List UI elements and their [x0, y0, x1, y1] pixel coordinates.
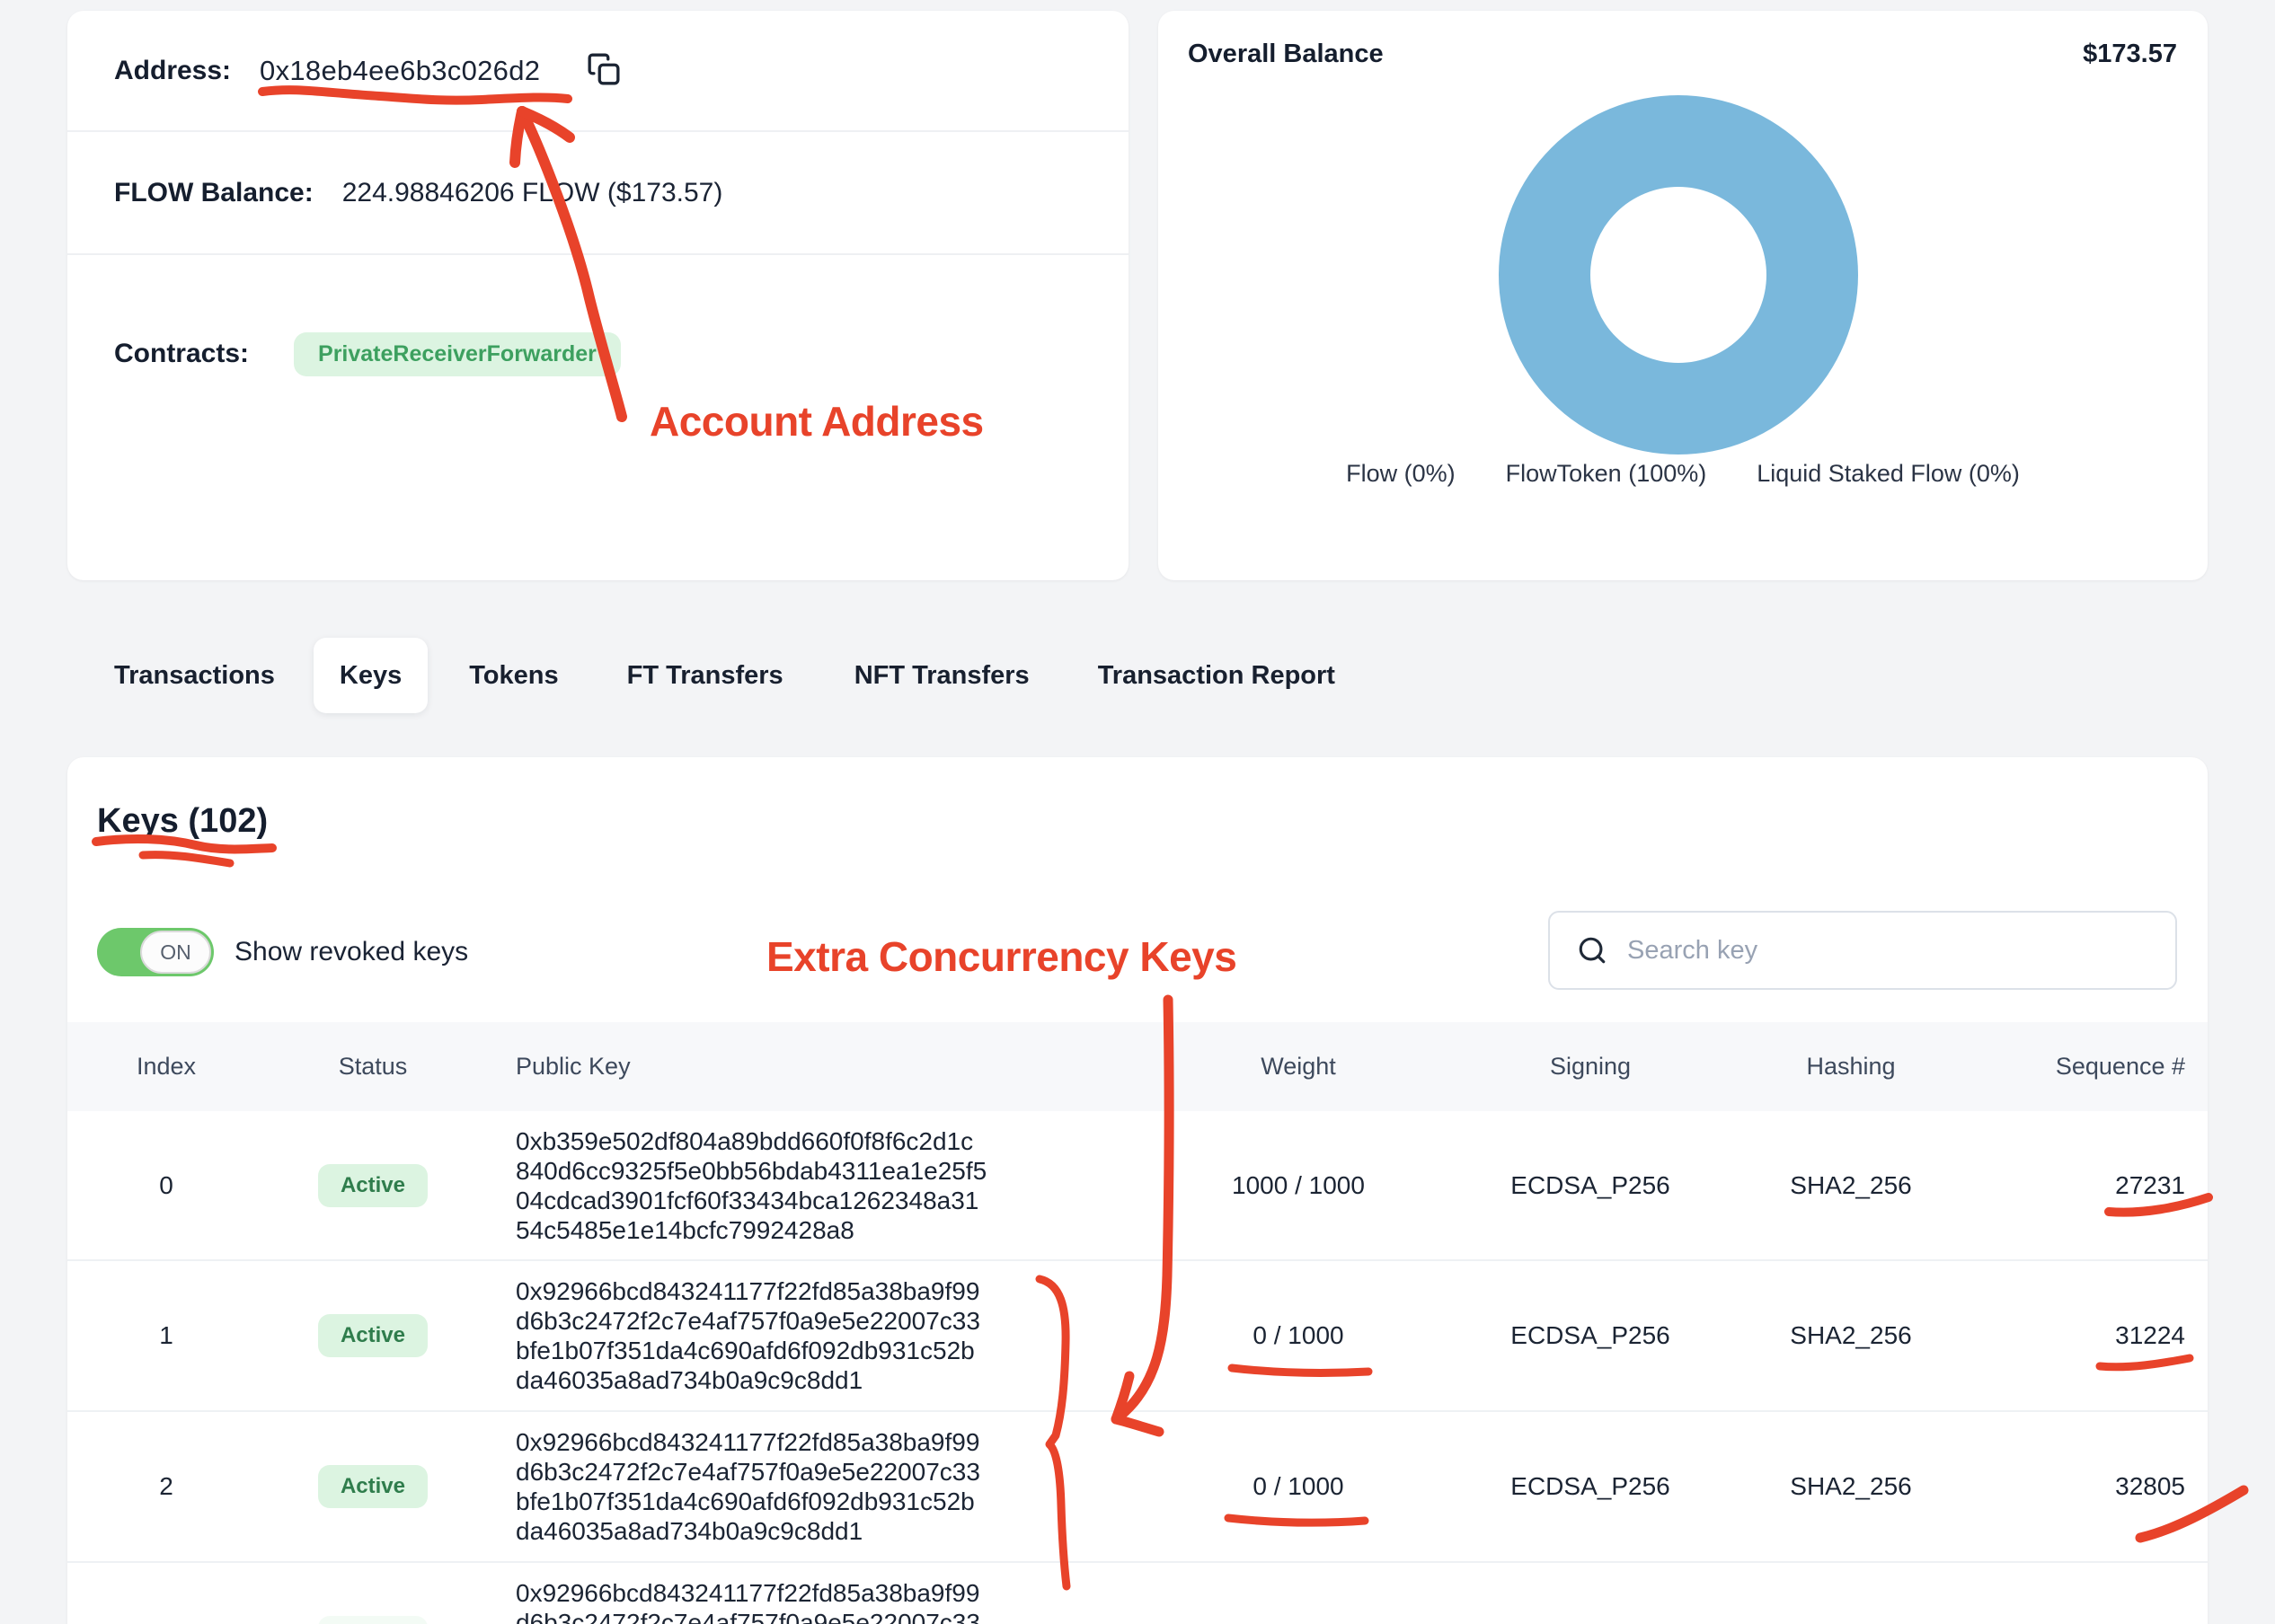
key-status-cell: Active	[317, 1163, 429, 1207]
key-sequence: 32805	[2115, 1472, 2185, 1500]
status-badge: Active	[317, 1314, 429, 1357]
key-row-2: 2 Active 0x92966bcd843241177f22fd85a38ba9f…	[67, 1410, 2208, 1561]
toggle-label: Show revoked keys	[235, 937, 469, 966]
key-hashing: SHA2_256	[1790, 1472, 1912, 1500]
search-key-input[interactable]	[1625, 934, 2166, 966]
keys-table: Index Status Public Key Weight Signing Hashin…	[67, 1022, 2208, 1624]
balance-card-title: Overall Balance	[1188, 40, 1384, 68]
public-key: 0x92966bcd843241177f22fd85a38ba9f99 d6b3…	[516, 1579, 980, 1624]
status-badge: Active	[317, 1616, 429, 1624]
flow-balance-value: 224.98846206 FLOW ($173.57)	[341, 177, 723, 207]
keys-table-body: 0 Active 0xb359e502df804a89bdd660f0f8f6c2d…	[67, 1111, 2208, 1624]
tab-keys[interactable]: Keys	[313, 638, 429, 713]
column-header-hashing: Hashing	[1806, 1053, 1896, 1080]
address-label: Address:	[114, 55, 232, 85]
contracts-row: Contracts: PrivateReceiverForwarder	[67, 253, 1129, 412]
key-row-1: 1 Active 0x92966bcd843241177f22fd85a38ba9f…	[67, 1259, 2208, 1410]
account-tabs: Transactions Keys Tokens FT Transfers NFT Tr…	[114, 638, 1335, 713]
key-weight: 0 / 1000	[1253, 1472, 1344, 1500]
column-header-index: Index	[136, 1053, 197, 1080]
flow-balance-label: FLOW Balance:	[114, 177, 314, 207]
public-key: 0x92966bcd843241177f22fd85a38ba9f99 d6b3…	[516, 1428, 980, 1545]
legend-item: Liquid Staked Flow (0%)	[1757, 460, 2020, 487]
revoked-keys-toggle-row: ON Show revoked keys	[97, 928, 468, 976]
column-header-signing: Signing	[1549, 1053, 1632, 1080]
tab-ft-transfers[interactable]: FT Transfers	[626, 660, 783, 690]
key-index: 0	[159, 1170, 173, 1199]
contract-badge[interactable]: PrivateReceiverForwarder	[294, 331, 621, 376]
key-signing: ECDSA_P256	[1510, 1170, 1670, 1199]
search-icon	[1577, 935, 1607, 966]
tab-transactions[interactable]: Transactions	[114, 660, 275, 690]
key-hashing: SHA2_256	[1790, 1170, 1912, 1199]
tab-transaction-report[interactable]: Transaction Report	[1097, 660, 1335, 690]
toggle-knob: ON	[140, 931, 211, 974]
donut-legend: Flow (0%) FlowToken (100%) Liquid Staked F…	[1158, 460, 2208, 488]
donut-hole	[1590, 187, 1766, 363]
key-signing: ECDSA_P256	[1510, 1472, 1670, 1500]
key-row-0: 0 Active 0xb359e502df804a89bdd660f0f8f6c2d…	[67, 1111, 2208, 1259]
column-header-status: Status	[338, 1053, 408, 1080]
key-status-cell: Active	[317, 1616, 429, 1624]
column-header-sequence-: Sequence #	[2055, 1053, 2185, 1080]
key-sequence: 27231	[2115, 1170, 2185, 1199]
flow-balance-row: FLOW Balance: 224.98846206 FLOW ($173.57…	[67, 132, 1129, 253]
column-header-public-key: Public Key	[516, 1053, 631, 1080]
balance-total: $173.57	[2083, 40, 2177, 68]
tab-tokens[interactable]: Tokens	[469, 660, 559, 690]
key-row-3: 3Active0x92966bcd843241177f22fd85a38ba9f…	[67, 1561, 2208, 1624]
key-status-cell: Active	[317, 1314, 429, 1357]
key-hashing: SHA2_256	[1790, 1321, 1912, 1349]
key-index: 1	[159, 1321, 173, 1349]
keys-card: Keys (102) ON Show revoked keys Index Sta…	[67, 757, 2208, 1624]
keys-section-title: Keys (102)	[97, 802, 269, 840]
copy-icon	[587, 52, 621, 89]
legend-item: FlowToken (100%)	[1505, 460, 1707, 487]
address-row: Address: 0x18eb4ee6b3c026d2	[67, 11, 1129, 130]
contracts-label: Contracts:	[114, 339, 250, 368]
key-signing: ECDSA_P256	[1510, 1321, 1670, 1349]
column-header-weight: Weight	[1261, 1053, 1336, 1080]
key-index: 2	[159, 1472, 173, 1500]
show-revoked-keys-toggle[interactable]: ON	[97, 928, 214, 976]
key-search-box	[1548, 911, 2177, 990]
legend-item: Flow (0%)	[1346, 460, 1456, 487]
copy-address-button[interactable]	[587, 52, 621, 89]
status-badge: Active	[317, 1163, 429, 1207]
keys-table-header: Index Status Public Key Weight Signing Hashin…	[67, 1022, 2208, 1111]
public-key: 0x92966bcd843241177f22fd85a38ba9f99 d6b3…	[516, 1277, 980, 1394]
account-summary-card: Address: 0x18eb4ee6b3c026d2 FLOW Balance…	[67, 11, 1129, 580]
overall-balance-card: Overall Balance $173.57 Flow (0%) FlowTok…	[1158, 11, 2208, 580]
balance-card-header: Overall Balance $173.57	[1158, 11, 2208, 69]
key-sequence: 31224	[2115, 1321, 2185, 1349]
key-weight: 0 / 1000	[1253, 1321, 1344, 1349]
public-key: 0xb359e502df804a89bdd660f0f8f6c2d1c 840d…	[516, 1126, 987, 1244]
address-value: 0x18eb4ee6b3c026d2	[260, 54, 541, 86]
tab-nft-transfers[interactable]: NFT Transfers	[854, 660, 1030, 690]
key-status-cell: Active	[317, 1465, 429, 1508]
key-weight: 1000 / 1000	[1232, 1170, 1365, 1199]
balance-donut-chart	[1499, 95, 1858, 455]
status-badge: Active	[317, 1465, 429, 1508]
